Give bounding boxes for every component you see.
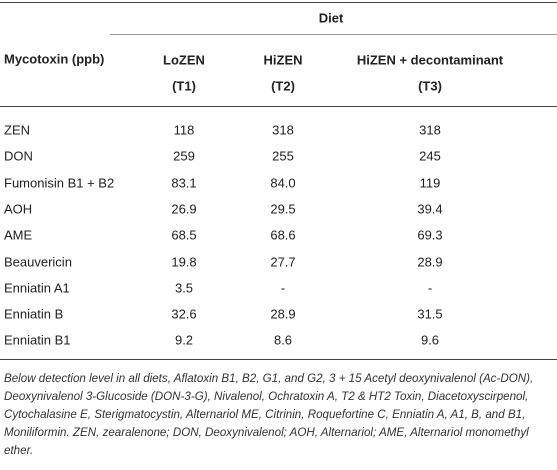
cell: 259 [173,148,195,164]
cell: 69.3 [417,227,443,243]
top-rule [0,2,557,3]
cell: - [427,280,433,296]
column-header: (T2) [271,78,295,94]
cell: 83.1 [171,175,197,191]
row-label: Fumonisin B1 + B2 [4,175,115,191]
bottom-rule [0,359,557,360]
row-label: Enniatin B [4,306,64,322]
cell: 119 [419,175,441,191]
row-label: Beauvericin [4,254,72,269]
cell: 31.5 [417,306,443,322]
row-label: DON [4,148,33,164]
row-label: ZEN [4,122,30,138]
cell: 28.9 [417,254,443,269]
footnote: Below detection level in all diets, Afla… [4,372,534,457]
row-label: AME [4,227,33,243]
header-rule [0,106,557,107]
column-header: (T1) [172,78,196,94]
cell: 68.6 [270,227,296,243]
cell: 8.6 [273,332,293,348]
cell: 19.8 [171,254,197,269]
group-header: Diet [318,10,344,26]
cell: 255 [272,148,294,164]
cell: 68.5 [171,227,197,243]
cell: - [280,280,286,296]
row-label: Enniatin A1 [4,280,70,296]
column-header: (T3) [418,78,442,94]
cell: 245 [419,148,441,164]
row-label: Enniatin B1 [4,332,71,348]
column-header: HiZEN + decontaminant [356,52,504,68]
cell: 318 [419,122,441,138]
cell: 39.4 [417,201,443,217]
cell: 28.9 [270,306,296,322]
column-header: HiZEN [263,52,303,68]
cell: 318 [272,122,294,138]
cell: 29.5 [270,201,296,217]
row-label: AOH [4,201,33,217]
cell: 9.6 [420,332,440,348]
row-header: Mycotoxin (ppb) [4,51,105,67]
cell: 3.5 [174,280,194,296]
cell: 27.7 [270,254,296,269]
group-rule [110,34,557,35]
cell: 118 [173,122,195,138]
column-header: LoZEN [163,52,205,68]
cell: 26.9 [171,201,197,217]
cell: 9.2 [174,332,194,348]
cell: 84.0 [270,175,296,191]
cell: 32.6 [171,306,197,322]
